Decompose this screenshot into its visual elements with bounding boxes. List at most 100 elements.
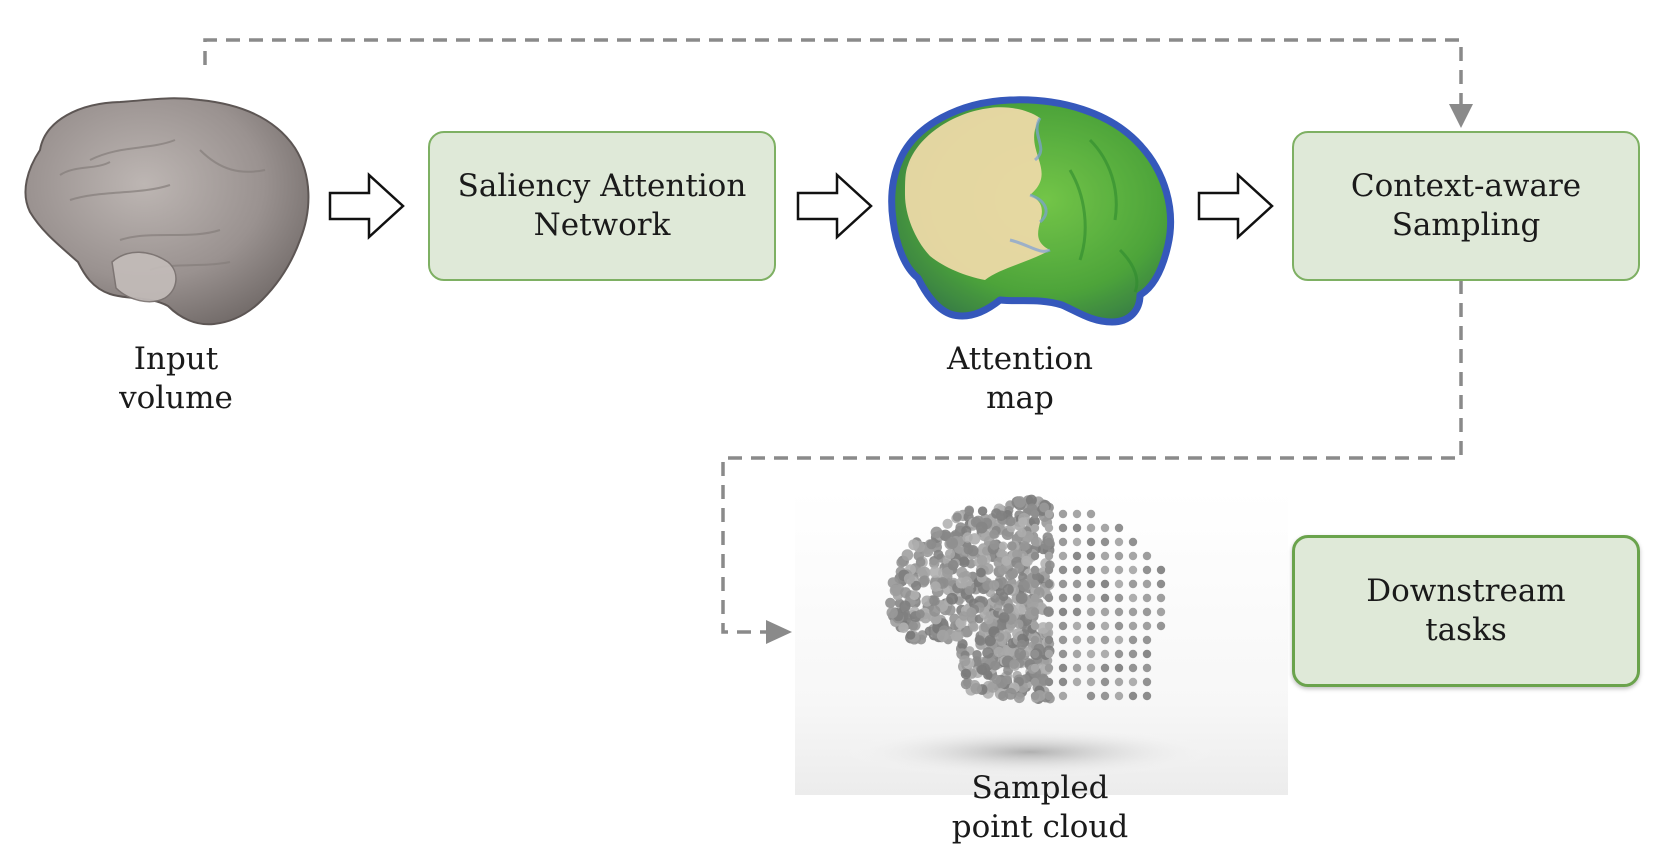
point-cloud-point: [1156, 621, 1166, 631]
point-cloud-point: [911, 580, 922, 591]
point-cloud-point: [1058, 663, 1068, 673]
point-cloud-point: [1058, 579, 1068, 589]
point-cloud-point: [1030, 621, 1040, 631]
point-cloud-point: [947, 559, 959, 571]
point-cloud-point: [1128, 607, 1138, 617]
point-cloud-point: [1086, 579, 1096, 589]
point-cloud-point: [1013, 692, 1025, 704]
point-cloud-point: [1114, 621, 1124, 631]
point-cloud-point: [921, 595, 933, 607]
point-cloud-point: [1013, 603, 1026, 615]
point-cloud-point: [962, 532, 973, 543]
point-cloud-point: [1072, 509, 1082, 519]
point-cloud-point: [958, 556, 970, 568]
input-volume-caption-line1: Input: [133, 341, 219, 377]
point-cloud-point: [1044, 509, 1054, 519]
point-cloud-point: [1100, 523, 1110, 533]
point-cloud-point: [1030, 551, 1040, 561]
point-cloud-point: [1030, 523, 1040, 533]
point-cloud-point: [1128, 691, 1138, 701]
point-cloud-point: [1072, 523, 1082, 533]
point-cloud-point: [1058, 593, 1068, 603]
brain-volume-image: [24, 97, 310, 326]
point-cloud-point: [1128, 537, 1138, 547]
attention-map-caption-line2: map: [986, 380, 1054, 416]
point-cloud-point: [987, 681, 999, 693]
point-cloud-point: [1114, 663, 1124, 673]
point-cloud-point: [1039, 502, 1050, 513]
point-cloud-point: [906, 630, 916, 640]
point-cloud-point: [966, 607, 977, 618]
point-cloud-point: [1142, 579, 1152, 589]
point-cloud-point: [1058, 565, 1068, 575]
point-cloud-point: [1142, 607, 1152, 617]
point-cloud-point: [1156, 593, 1166, 603]
point-cloud-point: [1058, 551, 1068, 561]
point-cloud-point: [1004, 687, 1017, 700]
point-cloud-point: [1058, 509, 1068, 519]
point-cloud-image: [795, 490, 1288, 795]
point-cloud-point: [901, 549, 914, 561]
point-cloud-point: [936, 629, 949, 642]
point-cloud-point: [1128, 635, 1138, 645]
point-cloud-point: [1017, 528, 1027, 538]
point-cloud-point: [996, 548, 1006, 559]
point-cloud-point: [963, 544, 974, 555]
point-cloud-point: [1014, 562, 1025, 573]
point-cloud-point: [1058, 537, 1068, 547]
point-cloud-point: [1016, 639, 1027, 650]
point-cloud-point: [1072, 551, 1082, 561]
point-cloud-point: [984, 635, 996, 647]
point-cloud-point: [1128, 551, 1138, 561]
point-cloud-point: [1044, 523, 1054, 533]
point-cloud-point: [896, 557, 907, 568]
point-cloud-point: [1044, 537, 1054, 547]
point-cloud-point: [1072, 635, 1082, 645]
point-cloud-point: [1044, 663, 1054, 673]
point-cloud-point: [1128, 579, 1138, 589]
input-volume-caption-line2: volume: [119, 380, 233, 416]
point-cloud-point: [885, 597, 896, 609]
point-cloud-point: [1044, 579, 1054, 589]
point-cloud-point: [929, 566, 942, 578]
point-cloud-point: [993, 646, 1005, 658]
point-cloud-point: [982, 647, 994, 659]
point-cloud-point: [1128, 565, 1138, 575]
point-cloud-point: [929, 605, 941, 617]
point-cloud-point: [1100, 607, 1110, 617]
point-cloud-point: [899, 600, 911, 612]
point-cloud-point: [971, 656, 982, 667]
point-cloud-points: [885, 494, 1166, 704]
point-cloud-point: [1114, 691, 1124, 701]
point-cloud-point: [898, 622, 909, 633]
point-cloud-point: [1018, 517, 1028, 527]
point-cloud-point: [944, 548, 956, 560]
point-cloud-point: [1114, 593, 1124, 603]
context-sampling-label-line2: Sampling: [1391, 207, 1541, 243]
point-cloud-point: [1142, 635, 1152, 645]
point-cloud-point: [1086, 551, 1096, 561]
point-cloud-point: [1114, 635, 1124, 645]
point-cloud-point: [1028, 516, 1040, 527]
point-cloud-point: [929, 595, 940, 607]
point-cloud-point: [952, 512, 962, 522]
attention-map-caption-line1: Attention: [946, 341, 1094, 377]
saliency-network-label-line2: Network: [533, 207, 671, 243]
point-cloud-point: [998, 612, 1010, 623]
point-cloud-point: [1044, 677, 1054, 687]
point-cloud-point: [1086, 691, 1096, 701]
point-cloud-point: [1058, 691, 1068, 701]
point-cloud-point: [976, 664, 988, 675]
point-cloud-point: [976, 567, 986, 578]
point-cloud-point: [939, 529, 952, 541]
point-cloud-point: [964, 586, 974, 595]
point-cloud-point: [1114, 579, 1124, 589]
point-cloud-point: [993, 602, 1003, 612]
point-cloud-point: [1030, 677, 1040, 687]
point-cloud-point: [998, 565, 1008, 575]
point-cloud-point: [995, 632, 1005, 642]
downstream-label-line1: Downstream: [1366, 573, 1566, 609]
point-cloud-point: [946, 537, 958, 549]
point-cloud-point: [1100, 621, 1110, 631]
